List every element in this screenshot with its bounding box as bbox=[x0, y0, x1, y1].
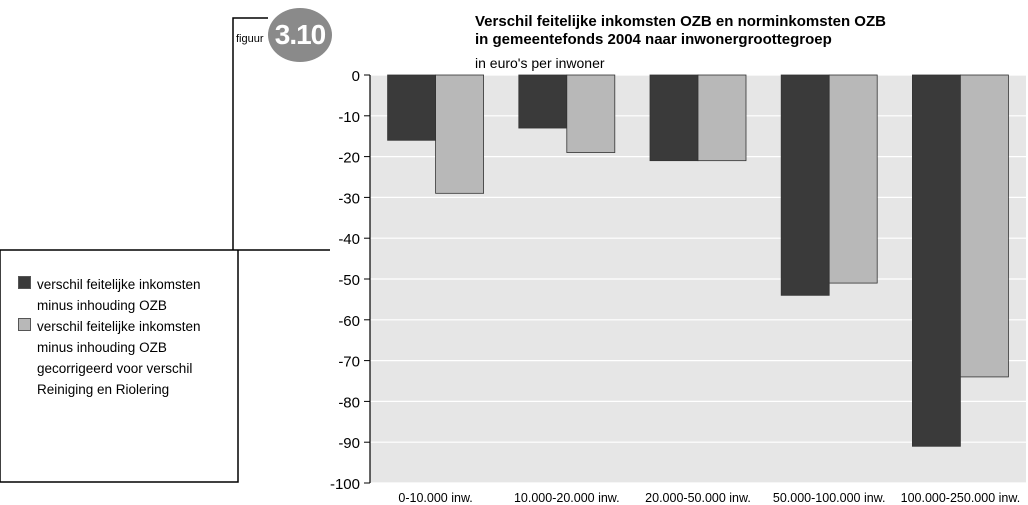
legend-line: Reiniging en Riolering bbox=[37, 382, 170, 397]
legend-line: minus inhouding OZB bbox=[37, 340, 167, 355]
legend-line: verschil feitelijke inkomsten bbox=[37, 319, 201, 334]
legend-line: verschil feitelijke inkomsten bbox=[37, 277, 201, 292]
bar bbox=[435, 74, 485, 194]
legend: verschil feitelijke inkomsten minus inho… bbox=[18, 274, 238, 400]
legend-item-light: verschil feitelijke inkomsten minus inho… bbox=[18, 316, 238, 400]
y-tick-label: -50 bbox=[338, 272, 360, 289]
bar bbox=[697, 74, 747, 162]
x-tick-label: 0-10.000 inw. bbox=[398, 491, 472, 505]
y-tick-label: -30 bbox=[338, 190, 360, 207]
legend-line: gecorrigeerd voor verschil bbox=[37, 361, 193, 376]
y-tick-label: -10 bbox=[338, 109, 360, 126]
y-tick-label: -100 bbox=[330, 476, 360, 493]
chart-title: Verschil feitelijke inkomsten OZB en nor… bbox=[475, 13, 886, 49]
legend-swatch-dark bbox=[18, 276, 31, 289]
y-tick-label: -40 bbox=[338, 231, 360, 248]
y-tick-label: -60 bbox=[338, 313, 360, 330]
bar bbox=[912, 74, 961, 447]
figure-number-badge: 3.10 bbox=[268, 8, 332, 62]
chart-title-line-1: Verschil feitelijke inkomsten OZB en nor… bbox=[475, 13, 886, 30]
y-tick-label: -70 bbox=[338, 354, 360, 371]
x-tick-label: 100.000-250.000 inw. bbox=[901, 491, 1021, 505]
legend-swatch-light bbox=[18, 318, 31, 331]
y-tick-label: 0 bbox=[352, 68, 360, 85]
figure-label: figuur bbox=[236, 33, 264, 45]
x-tick-label: 10.000-20.000 inw. bbox=[514, 491, 620, 505]
x-tick-label: 20.000-50.000 inw. bbox=[645, 491, 751, 505]
legend-item-dark: verschil feitelijke inkomsten minus inho… bbox=[18, 274, 238, 316]
bar bbox=[780, 74, 830, 296]
x-tick-label: 50.000-100.000 inw. bbox=[773, 491, 886, 505]
chart-title-line-2: in gemeentefonds 2004 naar inwonergroott… bbox=[475, 31, 832, 48]
bar bbox=[387, 74, 437, 141]
legend-line: minus inhouding OZB bbox=[37, 298, 167, 313]
legend-text-light: verschil feitelijke inkomsten minus inho… bbox=[37, 316, 201, 400]
y-tick-label: -20 bbox=[338, 150, 360, 167]
bar bbox=[960, 74, 1009, 378]
y-tick-label: -90 bbox=[338, 435, 360, 452]
bar bbox=[649, 74, 699, 162]
y-tick-label: -80 bbox=[338, 394, 360, 411]
bar bbox=[518, 74, 568, 129]
legend-text-dark: verschil feitelijke inkomsten minus inho… bbox=[37, 274, 201, 316]
bar bbox=[828, 74, 878, 284]
bar bbox=[566, 74, 616, 153]
chart-subtitle: in euro's per inwoner bbox=[475, 55, 605, 71]
